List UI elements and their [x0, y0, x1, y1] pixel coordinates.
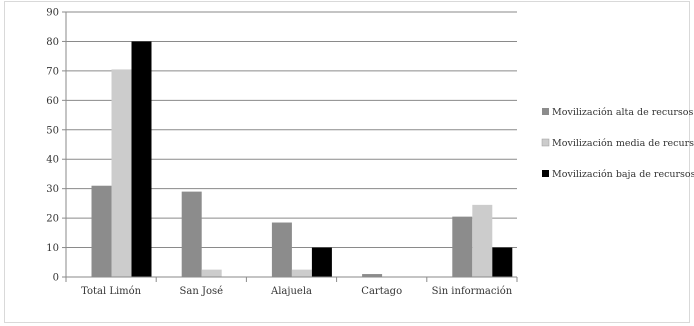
bar-alta	[271, 222, 292, 277]
bars	[91, 41, 513, 278]
bar-alta	[362, 274, 383, 277]
y-tick-label: 80	[46, 37, 59, 48]
x-tick-label: Total Limón	[81, 286, 142, 297]
x-tick-label: Alajuela	[270, 286, 312, 297]
bar-baja	[131, 41, 152, 277]
legend-label: Movilización media de recursos	[552, 138, 694, 149]
bar-media	[291, 269, 312, 277]
bar-media	[111, 69, 132, 278]
x-axis: Total Limón San José Alajuela Cartago Sin in…	[65, 276, 518, 297]
legend-swatch	[542, 108, 549, 115]
y-tick-label: 90	[46, 8, 59, 19]
legend-swatch	[541, 138, 550, 147]
y-tick-label: 40	[46, 155, 59, 166]
bar-alta	[181, 191, 202, 277]
bar-media	[472, 204, 493, 277]
legend-swatch	[542, 170, 549, 177]
y-tick-label: 30	[46, 184, 59, 195]
x-tick-label: Cartago	[361, 286, 402, 297]
x-tick-label: Sin información	[432, 286, 513, 297]
y-tick-label: 10	[46, 243, 59, 254]
bar-alta	[452, 216, 473, 277]
x-tick-label: San José	[180, 286, 224, 297]
y-tick-label: 70	[46, 66, 59, 77]
legend: Movilización alta de recursos Movilizació…	[541, 107, 694, 180]
bar-baja	[311, 247, 332, 277]
legend-label: Movilización alta de recursos	[552, 107, 693, 118]
legend-label: Movilización baja de recursos	[552, 169, 694, 180]
y-axis: 0 10 20 30 40 50 60 70 80 90	[46, 8, 67, 284]
y-tick-label: 50	[46, 125, 59, 136]
y-tick-label: 20	[46, 214, 59, 225]
bar-baja	[492, 247, 513, 277]
bar-media	[201, 269, 222, 277]
y-tick-label: 0	[53, 273, 59, 284]
bar-alta	[91, 185, 112, 277]
y-tick-label: 60	[46, 96, 59, 107]
